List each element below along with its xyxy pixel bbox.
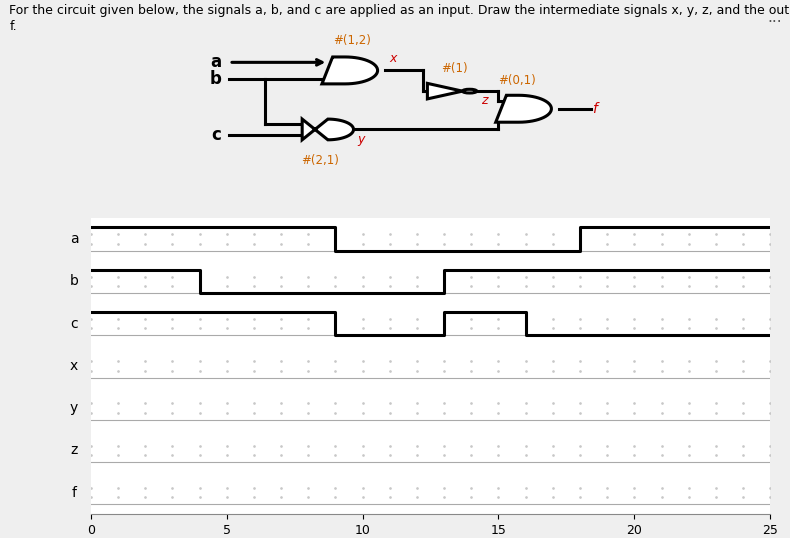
Text: f.: f. <box>9 20 17 33</box>
Text: b: b <box>209 69 221 88</box>
Circle shape <box>462 89 476 93</box>
Polygon shape <box>302 119 353 140</box>
Text: f: f <box>592 102 597 116</box>
Y-axis label: c: c <box>70 316 78 330</box>
Polygon shape <box>427 83 462 99</box>
Text: #(1,2): #(1,2) <box>333 33 371 47</box>
Text: #(1): #(1) <box>441 62 468 75</box>
Y-axis label: y: y <box>70 401 78 415</box>
Text: For the circuit given below, the signals a, b, and c are applied as an input. Dr: For the circuit given below, the signals… <box>9 4 790 17</box>
Text: x: x <box>389 52 397 65</box>
Y-axis label: z: z <box>70 443 78 457</box>
Text: c: c <box>212 126 221 144</box>
Text: #(2,1): #(2,1) <box>301 154 339 167</box>
Y-axis label: a: a <box>70 232 78 246</box>
Polygon shape <box>496 95 551 122</box>
Text: a: a <box>210 53 221 72</box>
Y-axis label: x: x <box>70 359 78 373</box>
Y-axis label: b: b <box>70 274 79 288</box>
Text: z: z <box>480 94 487 107</box>
Text: y: y <box>357 132 365 146</box>
Y-axis label: f: f <box>72 486 77 500</box>
Polygon shape <box>322 57 378 84</box>
Text: ...: ... <box>767 10 782 25</box>
Text: #(0,1): #(0,1) <box>498 74 536 87</box>
